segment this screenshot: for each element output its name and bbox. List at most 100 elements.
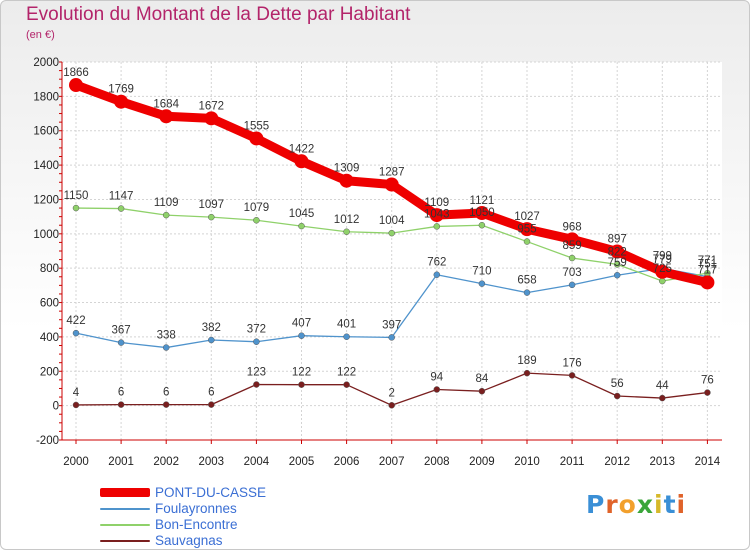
data-point bbox=[72, 401, 80, 409]
x-tick-label: 2007 bbox=[379, 456, 405, 468]
legend-swatch bbox=[100, 508, 150, 510]
y-tick-label: 600 bbox=[40, 298, 59, 310]
data-point bbox=[520, 222, 534, 237]
data-point bbox=[523, 238, 531, 245]
y-tick-label: 1000 bbox=[33, 229, 59, 241]
data-point bbox=[162, 211, 170, 219]
logo-letter: o bbox=[618, 490, 637, 519]
data-label: 1121 bbox=[470, 195, 495, 207]
data-point bbox=[655, 264, 670, 279]
data-label: 859 bbox=[563, 240, 582, 252]
x-tick-label: 2006 bbox=[334, 456, 360, 468]
data-point bbox=[388, 229, 395, 237]
legend-swatch bbox=[100, 488, 150, 497]
data-point bbox=[388, 334, 395, 341]
data-label: 1027 bbox=[514, 211, 540, 223]
x-tick-label: 2002 bbox=[153, 456, 179, 468]
x-tick-label: 2008 bbox=[424, 456, 450, 468]
data-point bbox=[565, 232, 580, 247]
x-tick-label: 2003 bbox=[199, 456, 225, 468]
x-tick-label: 2009 bbox=[469, 456, 495, 468]
data-point bbox=[117, 205, 125, 212]
data-label: 751 bbox=[698, 259, 717, 271]
data-label: 382 bbox=[202, 322, 221, 334]
y-tick-label: 1400 bbox=[33, 160, 59, 172]
data-point bbox=[523, 289, 531, 296]
data-label: 771 bbox=[698, 255, 717, 267]
data-label: 1109 bbox=[154, 197, 179, 209]
data-label: 56 bbox=[611, 378, 624, 390]
legend-label: Bon-Encontre bbox=[155, 517, 238, 532]
data-label: 1045 bbox=[289, 208, 315, 220]
data-label: 2 bbox=[388, 387, 394, 399]
data-label: 94 bbox=[430, 371, 443, 383]
data-point bbox=[249, 131, 264, 146]
y-tick-label: 1800 bbox=[33, 91, 59, 103]
data-point bbox=[474, 206, 489, 221]
data-point bbox=[613, 392, 621, 400]
data-point bbox=[343, 333, 350, 340]
data-point bbox=[429, 208, 444, 223]
data-label: 422 bbox=[66, 315, 85, 327]
data-label: 1079 bbox=[244, 202, 270, 214]
y-tick-label: 400 bbox=[40, 332, 59, 344]
data-label: 725 bbox=[653, 263, 672, 275]
data-point bbox=[659, 394, 666, 402]
data-point bbox=[478, 280, 486, 287]
y-tick-label: -200 bbox=[36, 435, 59, 447]
data-point bbox=[204, 111, 219, 126]
legend-label: Foulayronnes bbox=[155, 501, 237, 516]
y-tick-label: 200 bbox=[40, 366, 59, 378]
data-label: 122 bbox=[337, 367, 356, 379]
data-point bbox=[433, 271, 441, 278]
logo-letter: P bbox=[586, 490, 606, 519]
data-point bbox=[568, 281, 576, 289]
data-point bbox=[388, 402, 395, 409]
data-label: 189 bbox=[517, 355, 536, 367]
data-point bbox=[72, 204, 80, 212]
data-label: 1684 bbox=[153, 98, 179, 110]
data-label: 703 bbox=[563, 267, 582, 279]
data-point bbox=[253, 381, 260, 388]
legend-swatch bbox=[100, 524, 150, 526]
data-point bbox=[298, 381, 305, 388]
data-label: 4 bbox=[73, 387, 80, 399]
data-label: 397 bbox=[382, 319, 401, 331]
data-point bbox=[117, 339, 125, 346]
data-label: 407 bbox=[292, 318, 311, 330]
data-point bbox=[298, 222, 305, 230]
data-point bbox=[162, 344, 170, 351]
x-tick-label: 2014 bbox=[695, 456, 721, 468]
data-point bbox=[659, 277, 666, 285]
y-tick-label: 1200 bbox=[33, 194, 59, 206]
legend-label: PONT-DU-CASSE bbox=[155, 485, 267, 500]
data-label: 1004 bbox=[379, 215, 405, 227]
data-point bbox=[294, 154, 309, 169]
x-tick-label: 2000 bbox=[63, 456, 89, 468]
data-label: 44 bbox=[656, 380, 669, 392]
data-label: 897 bbox=[608, 234, 627, 246]
data-label: 1012 bbox=[334, 214, 360, 226]
data-point bbox=[159, 109, 174, 124]
data-point bbox=[478, 221, 486, 229]
data-label: 1043 bbox=[424, 208, 450, 220]
data-point bbox=[343, 381, 350, 388]
data-label: 372 bbox=[247, 324, 266, 336]
data-point bbox=[114, 94, 129, 109]
logo-letter: r bbox=[605, 490, 619, 519]
data-label: 1287 bbox=[379, 167, 405, 179]
data-label: 176 bbox=[563, 357, 582, 369]
data-point bbox=[704, 389, 711, 396]
data-point bbox=[298, 332, 305, 339]
x-tick-label: 2013 bbox=[650, 456, 676, 468]
data-label: 955 bbox=[517, 224, 536, 236]
chart-title: Evolution du Montant de la Dette par Hab… bbox=[26, 4, 411, 25]
data-label: 1672 bbox=[199, 100, 225, 112]
data-point bbox=[72, 329, 80, 337]
data-label: 1147 bbox=[109, 191, 134, 203]
data-label: 1769 bbox=[108, 84, 134, 96]
data-point bbox=[384, 177, 399, 192]
y-tick-label: 2000 bbox=[33, 57, 59, 69]
data-point bbox=[208, 336, 215, 344]
